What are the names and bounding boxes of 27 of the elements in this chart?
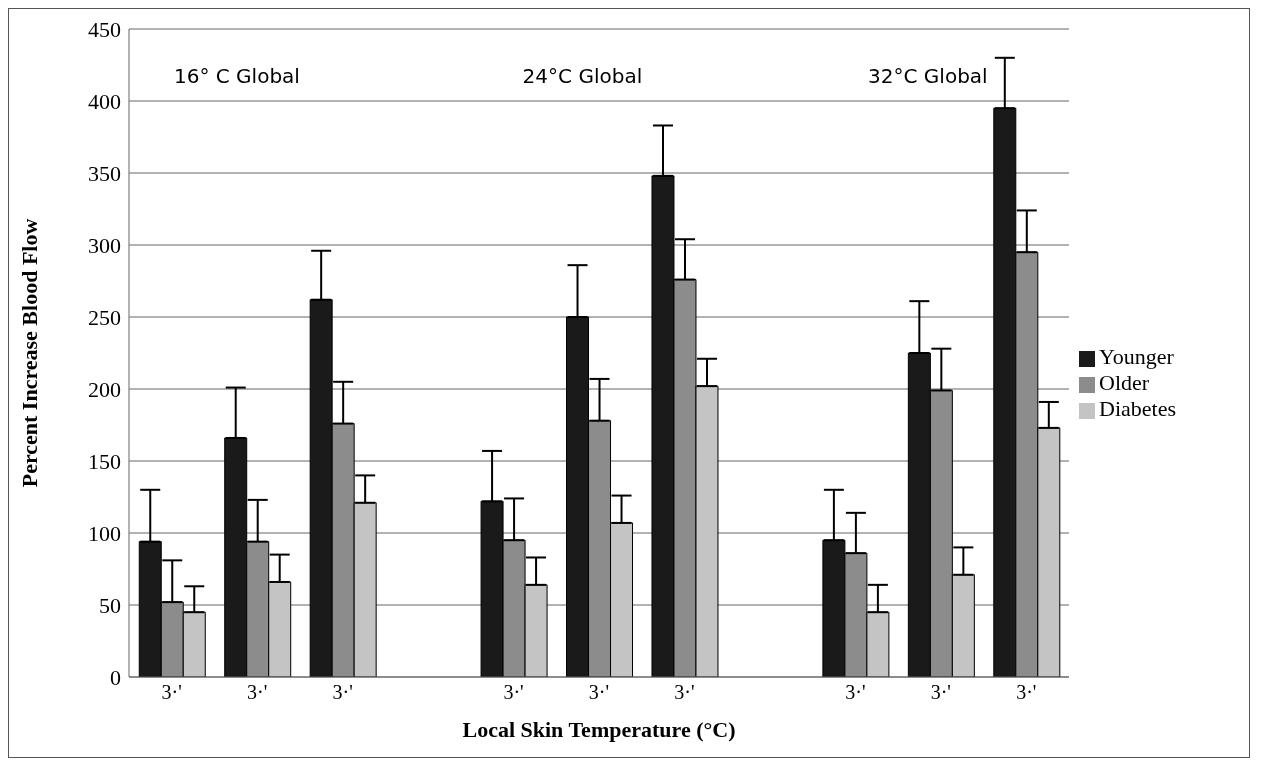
y-tick-label: 450: [88, 16, 121, 42]
annotation: 24°C Global: [522, 64, 643, 88]
legend-label: Diabetes: [1099, 396, 1176, 421]
x-tick-label: 3·': [588, 681, 610, 704]
annotation: 16° C Global: [173, 64, 300, 88]
legend-label: Younger: [1099, 344, 1174, 369]
annotation: 32°C Global: [868, 64, 988, 88]
y-tick-label: 0: [110, 664, 121, 690]
x-tick-label: 3·': [930, 681, 951, 704]
y-tick-label: 300: [88, 232, 121, 258]
x-tick-label: 3·': [674, 681, 695, 704]
x-tick-label: 3·': [845, 681, 866, 704]
x-tick-label: 3·': [247, 681, 268, 704]
x-axis-title: Local Skin Temperature (°C): [462, 717, 736, 742]
x-tick-label: 3·': [1016, 681, 1037, 704]
y-tick-label: 200: [88, 376, 121, 402]
y-axis-title: Percent Increase Blood Flow: [16, 218, 42, 488]
y-tick-label: 50: [99, 592, 121, 618]
legend-label: Older: [1099, 370, 1150, 395]
x-tick-label: 3·': [503, 681, 524, 704]
x-tick-label: 3·': [161, 681, 182, 704]
y-tick-label: 250: [88, 304, 121, 330]
y-tick-label: 150: [88, 448, 121, 474]
x-tick-label: 3·': [332, 681, 353, 704]
y-tick-label: 100: [88, 520, 121, 546]
y-tick-label: 400: [88, 88, 121, 114]
y-tick-label: 350: [88, 160, 121, 186]
